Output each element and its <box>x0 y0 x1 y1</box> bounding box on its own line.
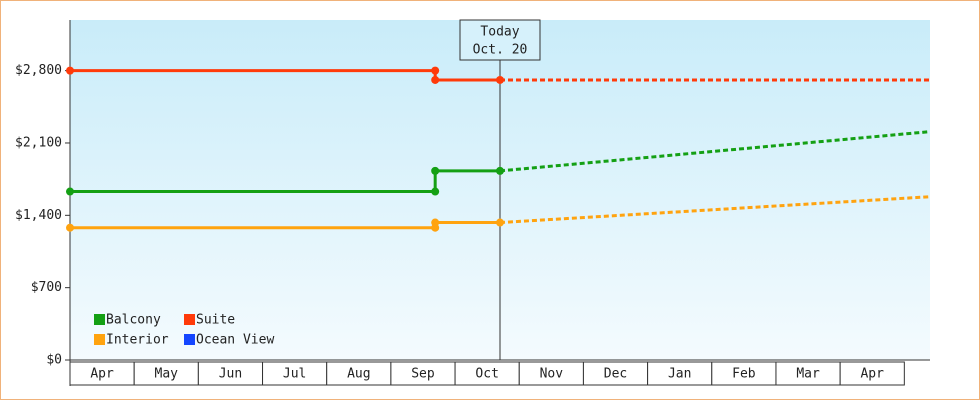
today-label: Today <box>480 25 519 40</box>
legend-swatch <box>184 314 195 325</box>
point <box>431 166 440 175</box>
x-tick-label: Feb <box>732 367 756 382</box>
point <box>496 218 504 227</box>
x-tick-label: Apr <box>90 367 114 382</box>
point <box>66 223 74 232</box>
x-tick-box <box>839 361 905 386</box>
series-line <box>70 169 500 194</box>
x-tick-label: Jan <box>668 367 691 382</box>
today-label: Oct. 20 <box>473 43 528 58</box>
point <box>496 166 504 175</box>
x-tick-label: Jun <box>219 367 242 382</box>
x-tick-label: Dec <box>604 367 627 382</box>
legend-label: Suite <box>196 313 235 328</box>
series-line <box>70 69 500 82</box>
x-tick-label: Apr <box>860 367 884 382</box>
point <box>431 218 440 227</box>
y-tick-label: $700 <box>31 280 62 295</box>
x-tick-label: Sep <box>411 367 435 382</box>
legend-swatch <box>94 334 105 345</box>
legend-swatch <box>184 334 195 345</box>
point <box>496 75 504 84</box>
point <box>431 66 440 75</box>
legend-label: Balcony <box>106 313 161 328</box>
x-tick-label: Nov <box>540 367 564 382</box>
x-tick-label: Mar <box>796 367 820 382</box>
point <box>431 75 440 84</box>
legend-swatch <box>94 314 105 325</box>
x-tick-label: Jul <box>283 367 306 382</box>
y-tick-label: $1,400 <box>15 208 62 223</box>
point <box>66 187 74 196</box>
today-box <box>459 19 541 61</box>
x-tick-label: Oct <box>475 367 498 382</box>
y-tick-label: $2,100 <box>15 135 62 150</box>
legend-label: Interior <box>106 333 169 348</box>
x-tick-label: Aug <box>347 367 370 382</box>
x-tick-label: May <box>155 367 179 382</box>
y-tick-label: $2,800 <box>15 63 62 78</box>
y-tick-label: $0 <box>46 353 62 368</box>
point <box>431 187 440 196</box>
legend-label: Ocean View <box>196 333 274 348</box>
point <box>66 66 74 75</box>
